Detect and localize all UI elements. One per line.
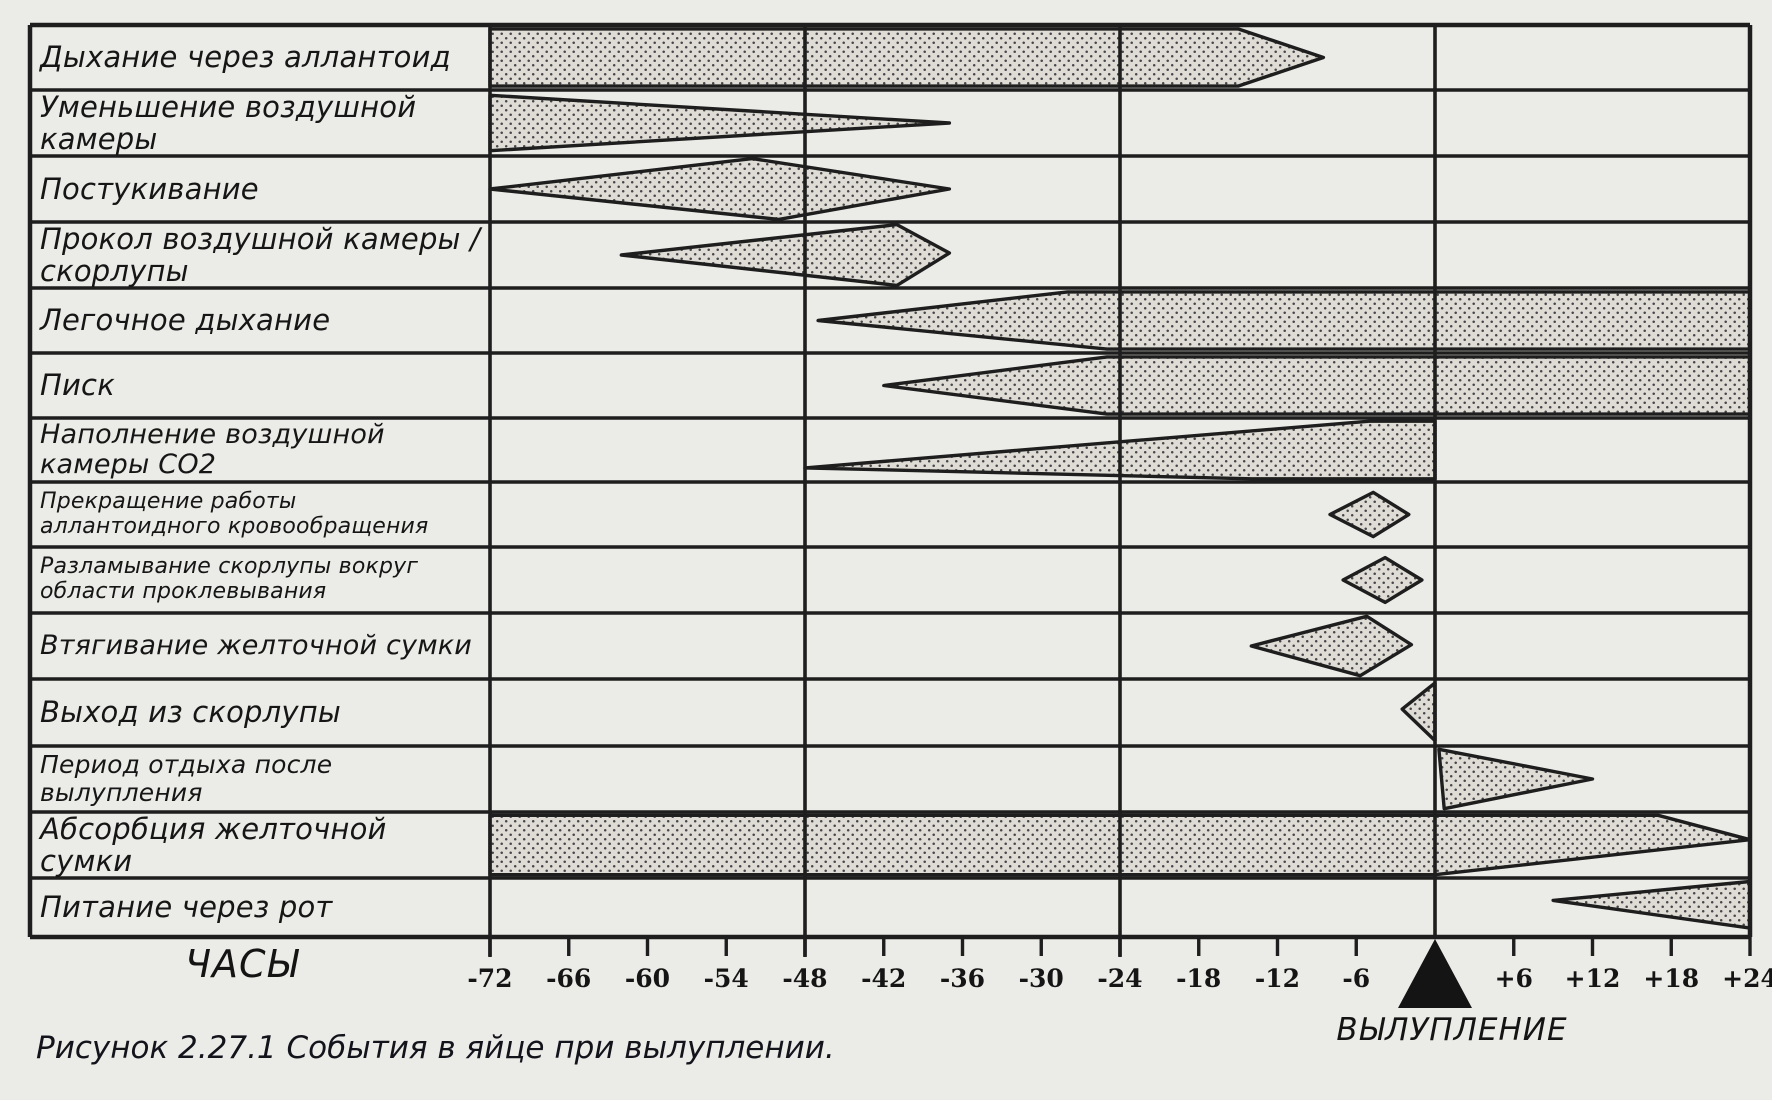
axis-tick-label: +6 bbox=[1494, 964, 1533, 993]
axis-tick-label: -24 bbox=[1097, 964, 1143, 993]
row-label-10: Втягивание желточной сумки bbox=[40, 629, 473, 661]
event-shape-row-9 bbox=[1341, 555, 1424, 605]
event-shape-row-14 bbox=[1551, 879, 1752, 930]
event-shape-row-11 bbox=[1400, 681, 1437, 743]
axis-tick-label: -30 bbox=[1018, 964, 1064, 993]
row-label-4: Прокол воздушной камеры / скорлупы bbox=[40, 221, 481, 288]
event-shape-row-6 bbox=[882, 355, 1752, 416]
row-label-5: Легочное дыхание bbox=[40, 303, 331, 338]
event-shape-row-2 bbox=[488, 93, 952, 153]
event-shape-row-10 bbox=[1249, 614, 1414, 678]
row-label-12: Период отдыха после вылупления bbox=[40, 750, 333, 807]
row-label-2: Уменьшение воздушной камеры bbox=[40, 89, 417, 156]
axis-tick-label: -66 bbox=[546, 964, 592, 993]
x-axis-title: ЧАСЫ bbox=[185, 942, 299, 986]
axis-tick-label: -6 bbox=[1342, 964, 1371, 993]
event-shape-row-5 bbox=[816, 290, 1752, 351]
row-label-9: Разламывание скорлупы вокруг области про… bbox=[40, 554, 419, 604]
axis-tick-label: -36 bbox=[939, 964, 986, 993]
event-shape-row-8 bbox=[1328, 490, 1411, 539]
event-shape-row-3 bbox=[488, 156, 952, 222]
row-label-8: Прекращение работы аллантоидного кровооб… bbox=[40, 488, 429, 539]
axis-tick-label: -72 bbox=[467, 964, 513, 993]
axis-tick-label: -12 bbox=[1254, 964, 1301, 993]
event-shape-row-4 bbox=[619, 222, 952, 288]
row-label-13: Абсорбция желточной сумки bbox=[40, 811, 387, 878]
axis-tick-label: +18 bbox=[1643, 964, 1700, 993]
row-label-6: Писк bbox=[40, 368, 115, 403]
row-label-3: Постукивание bbox=[40, 171, 259, 206]
row-label-14: Питание через рот bbox=[40, 890, 333, 925]
axis-tick-label: -54 bbox=[703, 964, 749, 993]
axis-tick-label: -42 bbox=[861, 964, 907, 993]
axis-tick-label: -18 bbox=[1176, 964, 1222, 993]
axis-tick-label: +12 bbox=[1564, 964, 1621, 993]
event-shape-row-1 bbox=[488, 27, 1326, 88]
row-label-1: Дыхание через аллантоид bbox=[40, 40, 451, 75]
row-label-11: Выход из скорлупы bbox=[40, 695, 342, 730]
axis-tick-label: -60 bbox=[624, 964, 671, 993]
hatching-label: ВЫЛУПЛЕНИЕ bbox=[1336, 1012, 1568, 1048]
hatching-marker-triangle bbox=[1398, 939, 1472, 1008]
event-shape-row-12 bbox=[1437, 747, 1595, 811]
figure-caption: Рисунок 2.27.1 События в яйце при вылупл… bbox=[36, 1030, 835, 1066]
axis-tick-label: -48 bbox=[782, 964, 828, 993]
row-label-7: Наполнение воздушной камеры CO2 bbox=[40, 418, 385, 480]
axis-tick-label: +24 bbox=[1722, 964, 1772, 993]
